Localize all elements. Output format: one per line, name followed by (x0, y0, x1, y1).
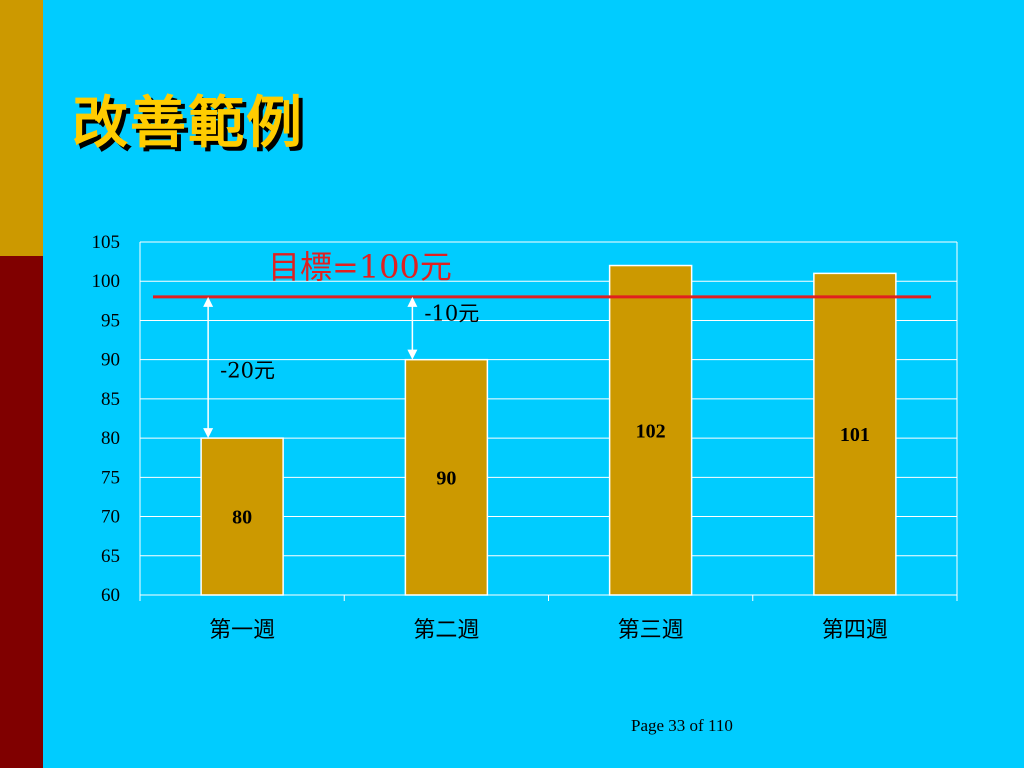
category-label: 第一週 (209, 618, 275, 643)
category-label: 第三週 (618, 618, 684, 643)
bar-value-label: 90 (436, 467, 456, 489)
y-tick-label: 75 (101, 467, 120, 488)
bar (813, 272, 897, 596)
bar-value-label: 102 (636, 420, 666, 442)
bar-value-label: 80 (232, 507, 252, 529)
y-tick-label: 90 (101, 350, 120, 371)
y-tick-label: 65 (101, 546, 120, 567)
gap-arrow-head-up (407, 296, 418, 307)
y-tick-label: 80 (101, 428, 120, 449)
gap-label: -10元 (424, 301, 479, 325)
category-label: 第二週 (413, 618, 479, 643)
slide-title: 改善範例 (72, 91, 304, 156)
bar-value-label: 101 (840, 424, 870, 446)
y-tick-label: 85 (101, 389, 120, 410)
y-tick-label: 100 (92, 271, 121, 292)
maroon-side-stripe (0, 256, 43, 768)
gap-arrow-head-down (407, 349, 418, 360)
gap-label: -20元 (220, 359, 275, 383)
bar (608, 264, 693, 596)
category-label: 第四週 (822, 618, 888, 643)
target-label: 目標=100元 (268, 248, 452, 286)
gold-side-stripe (0, 0, 43, 256)
bar (404, 358, 489, 596)
y-tick-label: 60 (101, 585, 120, 606)
gap-arrow-head-down (203, 428, 214, 439)
gap-arrow-head-up (203, 296, 214, 307)
bar (200, 437, 284, 596)
y-tick-label: 95 (101, 310, 120, 331)
y-tick-label: 70 (101, 507, 120, 528)
y-tick-label: 105 (92, 232, 121, 253)
page-footer: Page 33 of 110 (631, 716, 733, 735)
